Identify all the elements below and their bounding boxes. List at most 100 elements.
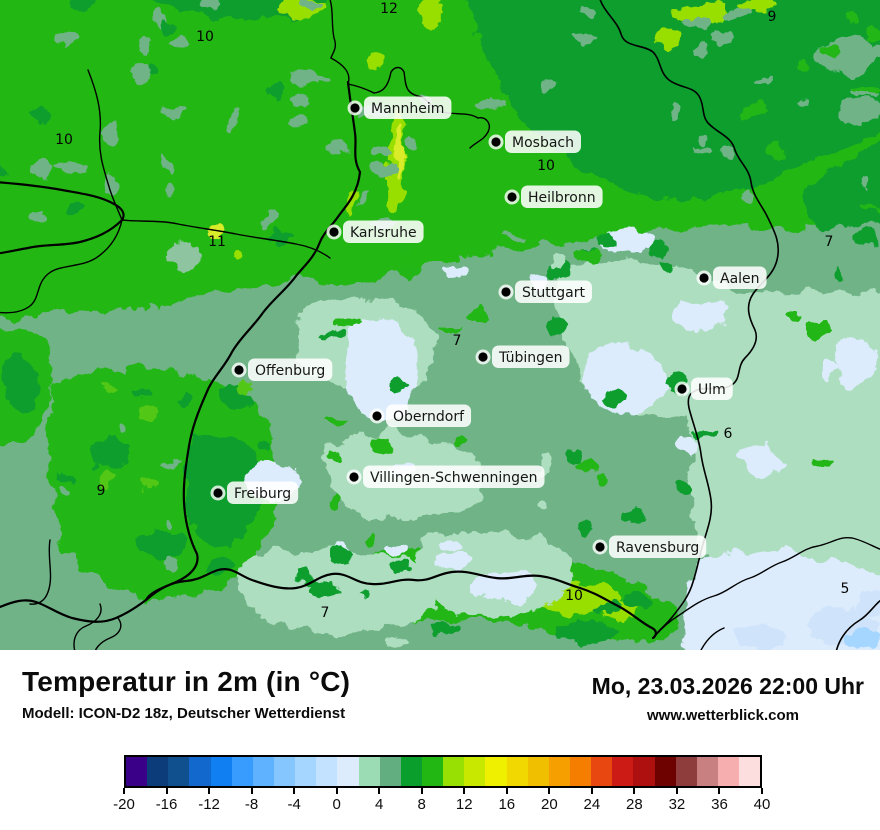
city-dot [699,273,709,283]
texture-speckle [264,85,286,99]
city-dot [213,488,223,498]
colorbar-tick [335,788,338,794]
texture-speckle [137,39,152,55]
city-label-box [343,220,424,243]
city-label: Mosbach [512,135,574,151]
colorbar-tick-label: 24 [583,796,601,813]
texture-speckle [262,211,273,231]
texture-speckle [331,449,346,460]
texture-speckle [290,69,319,84]
texture-speckle [172,37,191,48]
city-dot [595,542,605,552]
texture-speckle [53,33,78,45]
colorbar-tick [123,788,125,794]
colorbar-tick [761,788,763,794]
colorbar-segment [421,757,444,786]
city-marker-freiburg: Freiburg [210,481,299,504]
colorbar-tick [590,788,593,794]
colorbar-segment [358,757,380,786]
texture-speckle [578,248,606,264]
city-marker-t-bingen: Tübingen [475,345,570,368]
temperature-value: 10 [565,588,583,604]
temperature-value: 6 [724,426,733,442]
texture-speckle [28,159,55,179]
colorbar-tick [463,788,466,794]
city-label-box [248,358,333,381]
texture-speckle [313,72,332,81]
city-label: Stuttgart [522,285,585,301]
texture-speckle [742,102,768,119]
city-dot [501,287,511,297]
city-label-box [713,266,767,289]
colorbar-tick [718,788,721,794]
temperature-value: 9 [768,9,777,25]
texture-speckle [469,307,486,325]
city-dot [507,192,517,202]
texture-speckle [190,489,204,505]
city-label: Oberndorf [393,409,465,425]
texture-speckle [55,162,84,173]
texture-speckle [581,520,597,540]
texture-speckle [289,117,309,128]
temperature-value: 9 [97,483,106,499]
texture-speckle [202,0,219,11]
texture-speckle [119,424,129,433]
model-info: Modell: ICON-D2 18z, Deutscher Wetterdie… [22,705,346,722]
colorbar-segment [739,757,761,786]
colorbar-tick [293,788,296,794]
city-label-box [521,185,603,208]
temperature-value: 10 [55,132,73,148]
temperature-value: 7 [321,605,330,621]
colorbar-segment [337,757,359,786]
colorbar-tick-label: -4 [287,796,301,813]
colorbar-tick-label: -16 [155,796,178,813]
colorbar-tick [420,788,423,794]
texture-speckle [307,562,329,578]
texture-speckle [162,153,174,173]
texture-speckle [58,475,80,483]
texture-speckle [321,329,345,338]
texture-speckle [32,212,48,223]
texture-speckle [853,205,879,214]
texture-speckle [478,97,506,110]
texture-speckle [696,43,712,57]
texture-speckle [136,480,161,489]
texture-speckle [382,638,407,648]
temperature-value: 5 [841,581,850,597]
colorbar-tick [250,788,253,794]
city-marker-mannheim: Mannheim [347,96,452,119]
texture-speckle [575,617,587,635]
city-marker-villingen-schwenningen: Villingen-Schwenningen [346,465,545,488]
texture-speckle [670,100,680,119]
city-label: Ravensburg [616,540,699,556]
texture-speckle [697,511,720,518]
texture-speckle [810,457,832,468]
texture-speckle [322,416,347,425]
city-dot [491,137,501,147]
colorbar-segment [126,757,148,786]
texture-speckle [651,242,668,257]
texture-speckle [440,264,468,280]
texture-speckle [808,318,831,339]
city-label: Karlsruhe [350,225,417,241]
texture-speckle [855,85,880,94]
colorbar-segment [252,757,274,786]
colorbar-tick-label: 0 [332,796,341,813]
colorbar-segment [654,757,676,786]
temperature-colorbar: -20 -16 -12 -8 -4 0 4 8 12 16 20 24 28 32 36 40 [113,755,770,825]
texture-speckle [395,261,421,275]
texture-speckle [863,25,880,43]
texture-speckle [227,109,238,129]
texture-speckle [835,267,846,281]
texture-speckle [268,231,295,242]
temperature-value: 10 [196,29,214,45]
texture-speckle [290,90,313,108]
texture-speckle [145,64,159,74]
texture-speckle [692,15,712,30]
city-marker-mosbach: Mosbach [488,130,581,153]
colorbar-segment [675,757,697,786]
texture-speckle [796,58,813,75]
texture-speckle [165,518,176,529]
texture-speckle [240,380,255,393]
colorbar-segment [569,757,592,786]
